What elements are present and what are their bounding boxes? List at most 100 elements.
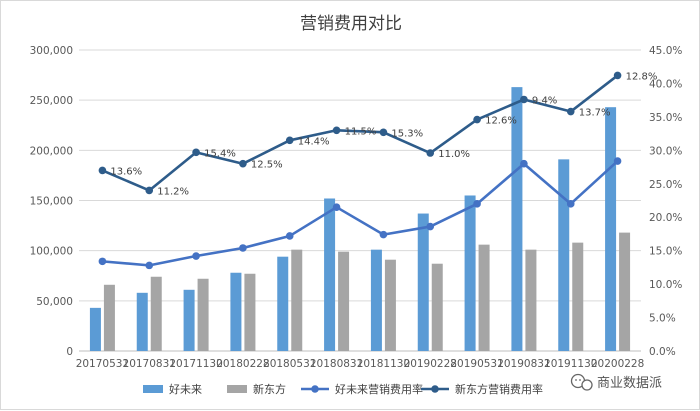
- bar-edu: [431, 263, 443, 351]
- line-series-0: [102, 160, 619, 267]
- line-point: [145, 186, 154, 195]
- data-labels: 13.6% 11.2% 15.4% 12.5% 14.4% 11.5% 15.3% 11.0%…: [110, 71, 657, 197]
- line-point: [98, 166, 107, 175]
- data-label: 14.4%: [298, 136, 330, 147]
- line-point: [613, 71, 622, 80]
- bar-edu: [525, 249, 537, 351]
- y-right-tick-label: 0.0%: [649, 346, 676, 358]
- bar-edu: [619, 232, 631, 351]
- y-right-tick-label: 25.0%: [649, 179, 682, 191]
- bar-tal: [183, 289, 195, 351]
- legend-marker: [311, 385, 319, 393]
- y-right-tick-label: 45.0%: [649, 45, 682, 57]
- x-tick-label: 20200228: [591, 358, 644, 370]
- data-label: 13.7%: [579, 108, 611, 119]
- bar-tal: [558, 159, 570, 351]
- y-right-tick-label: 30.0%: [649, 145, 682, 157]
- data-label: 15.3%: [391, 128, 423, 139]
- watermark: 商业数据派: [570, 373, 662, 391]
- y-left-tick-label: 100,000: [30, 246, 73, 258]
- x-tick-label: 20191130: [544, 358, 597, 370]
- bar-tal: [277, 256, 289, 351]
- x-tick-label: 20190831: [497, 358, 550, 370]
- bar-tal: [324, 198, 336, 351]
- line-point: [239, 244, 247, 252]
- bar-tal: [89, 307, 101, 351]
- bar-edu: [197, 278, 209, 351]
- data-label: 9.4%: [532, 95, 557, 106]
- y-right-tick-label: 20.0%: [649, 212, 682, 224]
- line-point: [379, 230, 388, 239]
- y-right-tick-label: 40.0%: [649, 78, 682, 90]
- chart-title: 营销费用对比: [300, 14, 402, 34]
- y-left-tick-label: 0: [66, 346, 73, 358]
- line-point: [566, 107, 575, 116]
- bar-tal: [464, 195, 476, 351]
- legend-label: 好未来: [169, 382, 202, 396]
- line-point: [192, 148, 200, 157]
- bar-edu: [291, 249, 303, 351]
- legend-label: 新东方营销费用率: [455, 382, 543, 396]
- data-label: 12.6%: [485, 116, 517, 127]
- watermark-text: 商业数据派: [597, 376, 662, 391]
- data-label: 11.2%: [157, 186, 189, 197]
- line-point: [285, 232, 294, 240]
- y-right-tick-label: 35.0%: [649, 112, 682, 124]
- x-tick-label: 20170831: [123, 358, 176, 370]
- bar-edu: [572, 242, 584, 351]
- bar-edu: [478, 244, 490, 351]
- wechat-icon: [570, 373, 593, 391]
- data-label: 15.4%: [204, 148, 236, 159]
- legend-label: 好未来营销费用率: [335, 382, 423, 396]
- line-point: [192, 252, 200, 260]
- line-point: [520, 159, 528, 168]
- line-point: [473, 115, 481, 124]
- line-point: [379, 128, 388, 137]
- data-label: 12.5%: [251, 160, 283, 171]
- legend-label: 新东方: [253, 382, 286, 396]
- x-tick-label: 20170531: [76, 358, 129, 370]
- y-right-tick-label: 15.0%: [649, 246, 682, 258]
- x-tick-label: 20190531: [450, 358, 503, 370]
- line-point: [426, 149, 435, 157]
- y-right-tick-label: 5.0%: [649, 313, 676, 325]
- x-tick-label: 20171130: [169, 358, 222, 370]
- x-tick-label: 20180531: [263, 358, 316, 370]
- x-tick-label: 20190228: [404, 358, 457, 370]
- bar-tal: [417, 213, 429, 351]
- line-point: [145, 261, 154, 270]
- line-point: [426, 222, 435, 231]
- x-tick-label: 20181130: [357, 358, 410, 370]
- bar-edu: [150, 276, 162, 351]
- line-point: [332, 126, 341, 135]
- line-point: [520, 95, 528, 104]
- y-left-tick-label: 50,000: [36, 296, 73, 308]
- legend-swatch: [143, 385, 163, 393]
- line-point: [566, 200, 575, 208]
- bar-layer: [89, 87, 631, 351]
- bar-edu: [244, 273, 256, 351]
- data-label: 11.5%: [345, 126, 377, 137]
- bar-tal: [230, 272, 242, 351]
- y-left-tick-label: 200,000: [30, 145, 73, 157]
- line-point: [285, 136, 294, 145]
- line-point: [98, 257, 107, 266]
- legend-swatch: [227, 385, 247, 393]
- bar-edu: [384, 259, 396, 351]
- y-right-tick-label: 10.0%: [649, 279, 682, 291]
- bar-tal: [370, 249, 382, 351]
- x-tick-label: 20180228: [216, 358, 269, 370]
- data-label: 11.0%: [438, 149, 470, 160]
- line-series-1: [101, 74, 619, 192]
- line-layer: [98, 71, 622, 270]
- axis-labels: 0 50,000 100,000 150,000 200,000 250,000 300,0…: [30, 45, 683, 370]
- line-point: [473, 200, 481, 208]
- data-label: 12.8%: [626, 71, 658, 82]
- line-point: [613, 157, 622, 165]
- y-left-tick-label: 250,000: [30, 95, 73, 107]
- data-label: 13.6%: [110, 166, 142, 177]
- gridlines: [79, 49, 641, 352]
- y-left-tick-label: 150,000: [30, 196, 73, 208]
